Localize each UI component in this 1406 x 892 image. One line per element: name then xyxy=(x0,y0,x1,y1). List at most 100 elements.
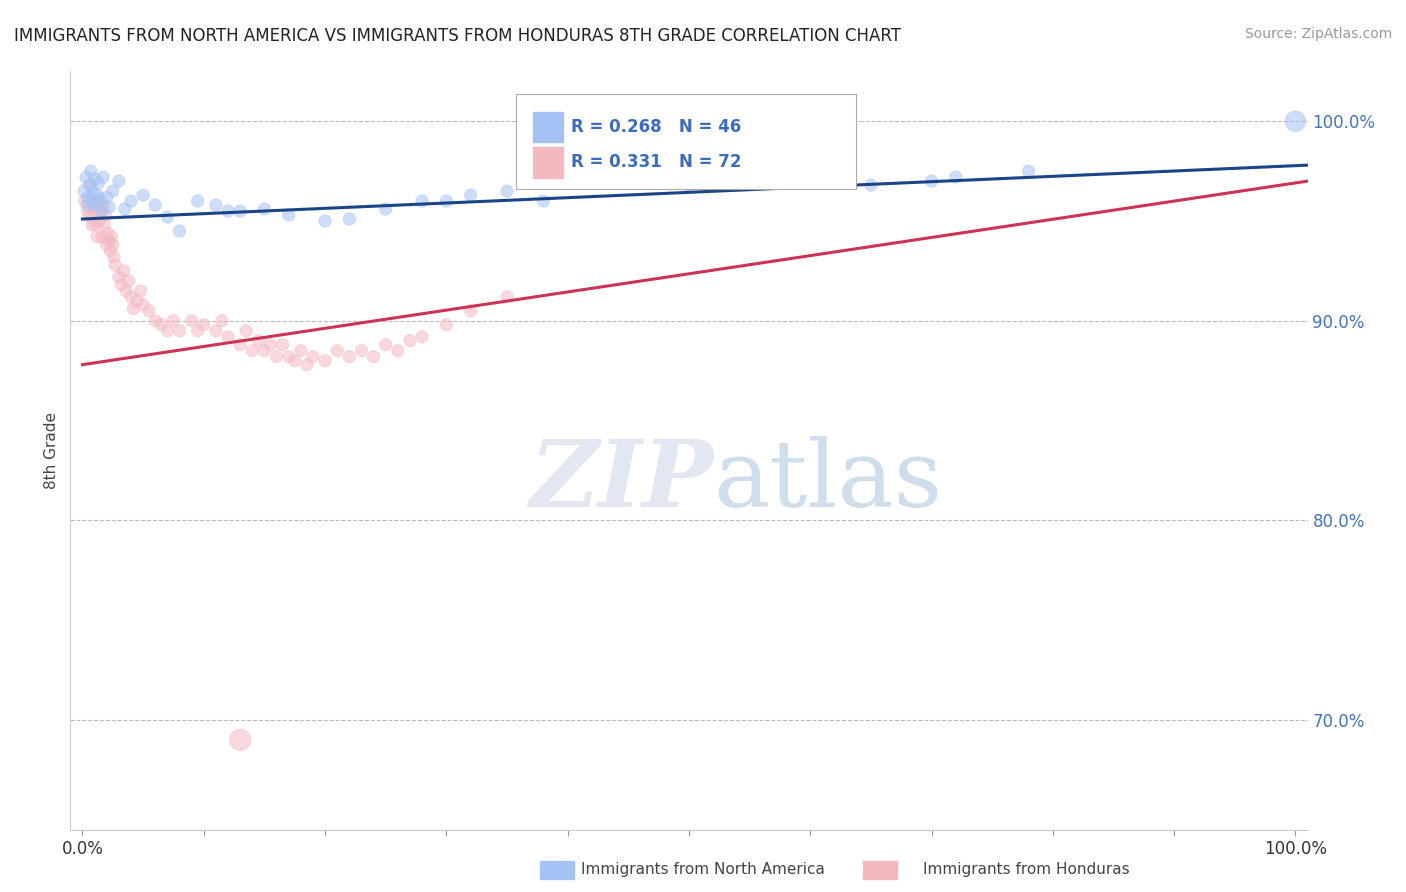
Point xyxy=(98,244,121,258)
Text: Immigrants from North America: Immigrants from North America xyxy=(581,863,825,877)
Point xyxy=(87,176,110,190)
Point xyxy=(229,204,252,219)
Point xyxy=(84,218,107,232)
Point xyxy=(253,202,276,216)
Point xyxy=(187,324,209,338)
Point xyxy=(374,202,396,216)
Point xyxy=(253,343,276,358)
Point xyxy=(247,334,270,348)
Point xyxy=(98,234,121,248)
Point xyxy=(82,194,104,208)
Point xyxy=(117,274,139,288)
Point xyxy=(277,208,299,222)
Point xyxy=(460,188,482,202)
Point xyxy=(129,284,152,298)
Point xyxy=(96,190,118,204)
Point xyxy=(314,353,336,368)
Text: IMMIGRANTS FROM NORTH AMERICA VS IMMIGRANTS FROM HONDURAS 8TH GRADE CORRELATION : IMMIGRANTS FROM NORTH AMERICA VS IMMIGRA… xyxy=(14,27,901,45)
Point xyxy=(240,343,263,358)
Point xyxy=(363,350,385,364)
Point xyxy=(143,314,166,328)
Point xyxy=(217,204,239,219)
Point xyxy=(82,218,104,232)
Point xyxy=(91,170,114,185)
Point xyxy=(496,290,519,304)
Text: Immigrants from Honduras: Immigrants from Honduras xyxy=(924,863,1129,877)
Point xyxy=(83,204,105,219)
Point xyxy=(98,200,121,214)
Point xyxy=(411,194,433,208)
Point xyxy=(229,337,252,351)
Point xyxy=(229,732,252,747)
Point xyxy=(79,210,101,224)
Point xyxy=(259,337,281,351)
Point xyxy=(103,250,125,264)
Point xyxy=(96,238,118,252)
Point xyxy=(87,194,110,208)
Text: ZIP: ZIP xyxy=(530,436,714,525)
Point xyxy=(169,224,191,238)
Text: R = 0.331   N = 72: R = 0.331 N = 72 xyxy=(571,153,742,171)
Point xyxy=(271,337,294,351)
Point xyxy=(77,190,100,204)
Point xyxy=(115,284,138,298)
Point xyxy=(337,212,360,227)
Point xyxy=(266,350,288,364)
Point xyxy=(86,188,108,202)
Point xyxy=(73,184,96,198)
Point xyxy=(399,334,422,348)
Point xyxy=(84,198,107,212)
Point xyxy=(79,178,101,192)
Point xyxy=(112,264,135,278)
Point xyxy=(89,214,111,228)
Point xyxy=(193,318,215,332)
Point xyxy=(132,298,155,312)
Point xyxy=(326,343,349,358)
Point xyxy=(120,194,142,208)
Point xyxy=(314,214,336,228)
Point xyxy=(350,343,373,358)
Point xyxy=(108,174,131,188)
Point xyxy=(120,290,142,304)
Point xyxy=(93,218,115,232)
Point xyxy=(76,204,98,219)
Text: R = 0.268   N = 46: R = 0.268 N = 46 xyxy=(571,118,741,136)
FancyBboxPatch shape xyxy=(533,147,562,178)
Point xyxy=(162,314,184,328)
Point xyxy=(290,343,312,358)
Point xyxy=(143,198,166,212)
Point xyxy=(114,202,136,216)
Point xyxy=(235,324,257,338)
Point xyxy=(211,314,233,328)
FancyBboxPatch shape xyxy=(516,95,856,189)
Y-axis label: 8th Grade: 8th Grade xyxy=(44,412,59,489)
Point xyxy=(217,329,239,343)
Point xyxy=(187,194,209,208)
Point xyxy=(531,194,554,208)
Point xyxy=(138,303,160,318)
Point xyxy=(76,198,98,212)
Point xyxy=(83,172,105,186)
Point xyxy=(80,164,103,178)
Point xyxy=(90,204,112,219)
Point xyxy=(101,184,124,198)
Point xyxy=(150,318,173,332)
Point xyxy=(1284,114,1306,128)
Point xyxy=(434,318,457,332)
Point xyxy=(277,350,299,364)
Point xyxy=(110,277,132,292)
FancyBboxPatch shape xyxy=(533,112,562,142)
Text: Source: ZipAtlas.com: Source: ZipAtlas.com xyxy=(1244,27,1392,41)
Point xyxy=(302,350,325,364)
Point xyxy=(180,314,202,328)
Point xyxy=(82,186,104,200)
Point xyxy=(387,343,409,358)
Point xyxy=(90,230,112,244)
Point xyxy=(73,194,96,208)
Point xyxy=(859,178,882,192)
Point xyxy=(1018,164,1040,178)
Point xyxy=(337,350,360,364)
Point xyxy=(75,170,97,185)
Point xyxy=(94,208,117,222)
Point xyxy=(100,230,122,244)
